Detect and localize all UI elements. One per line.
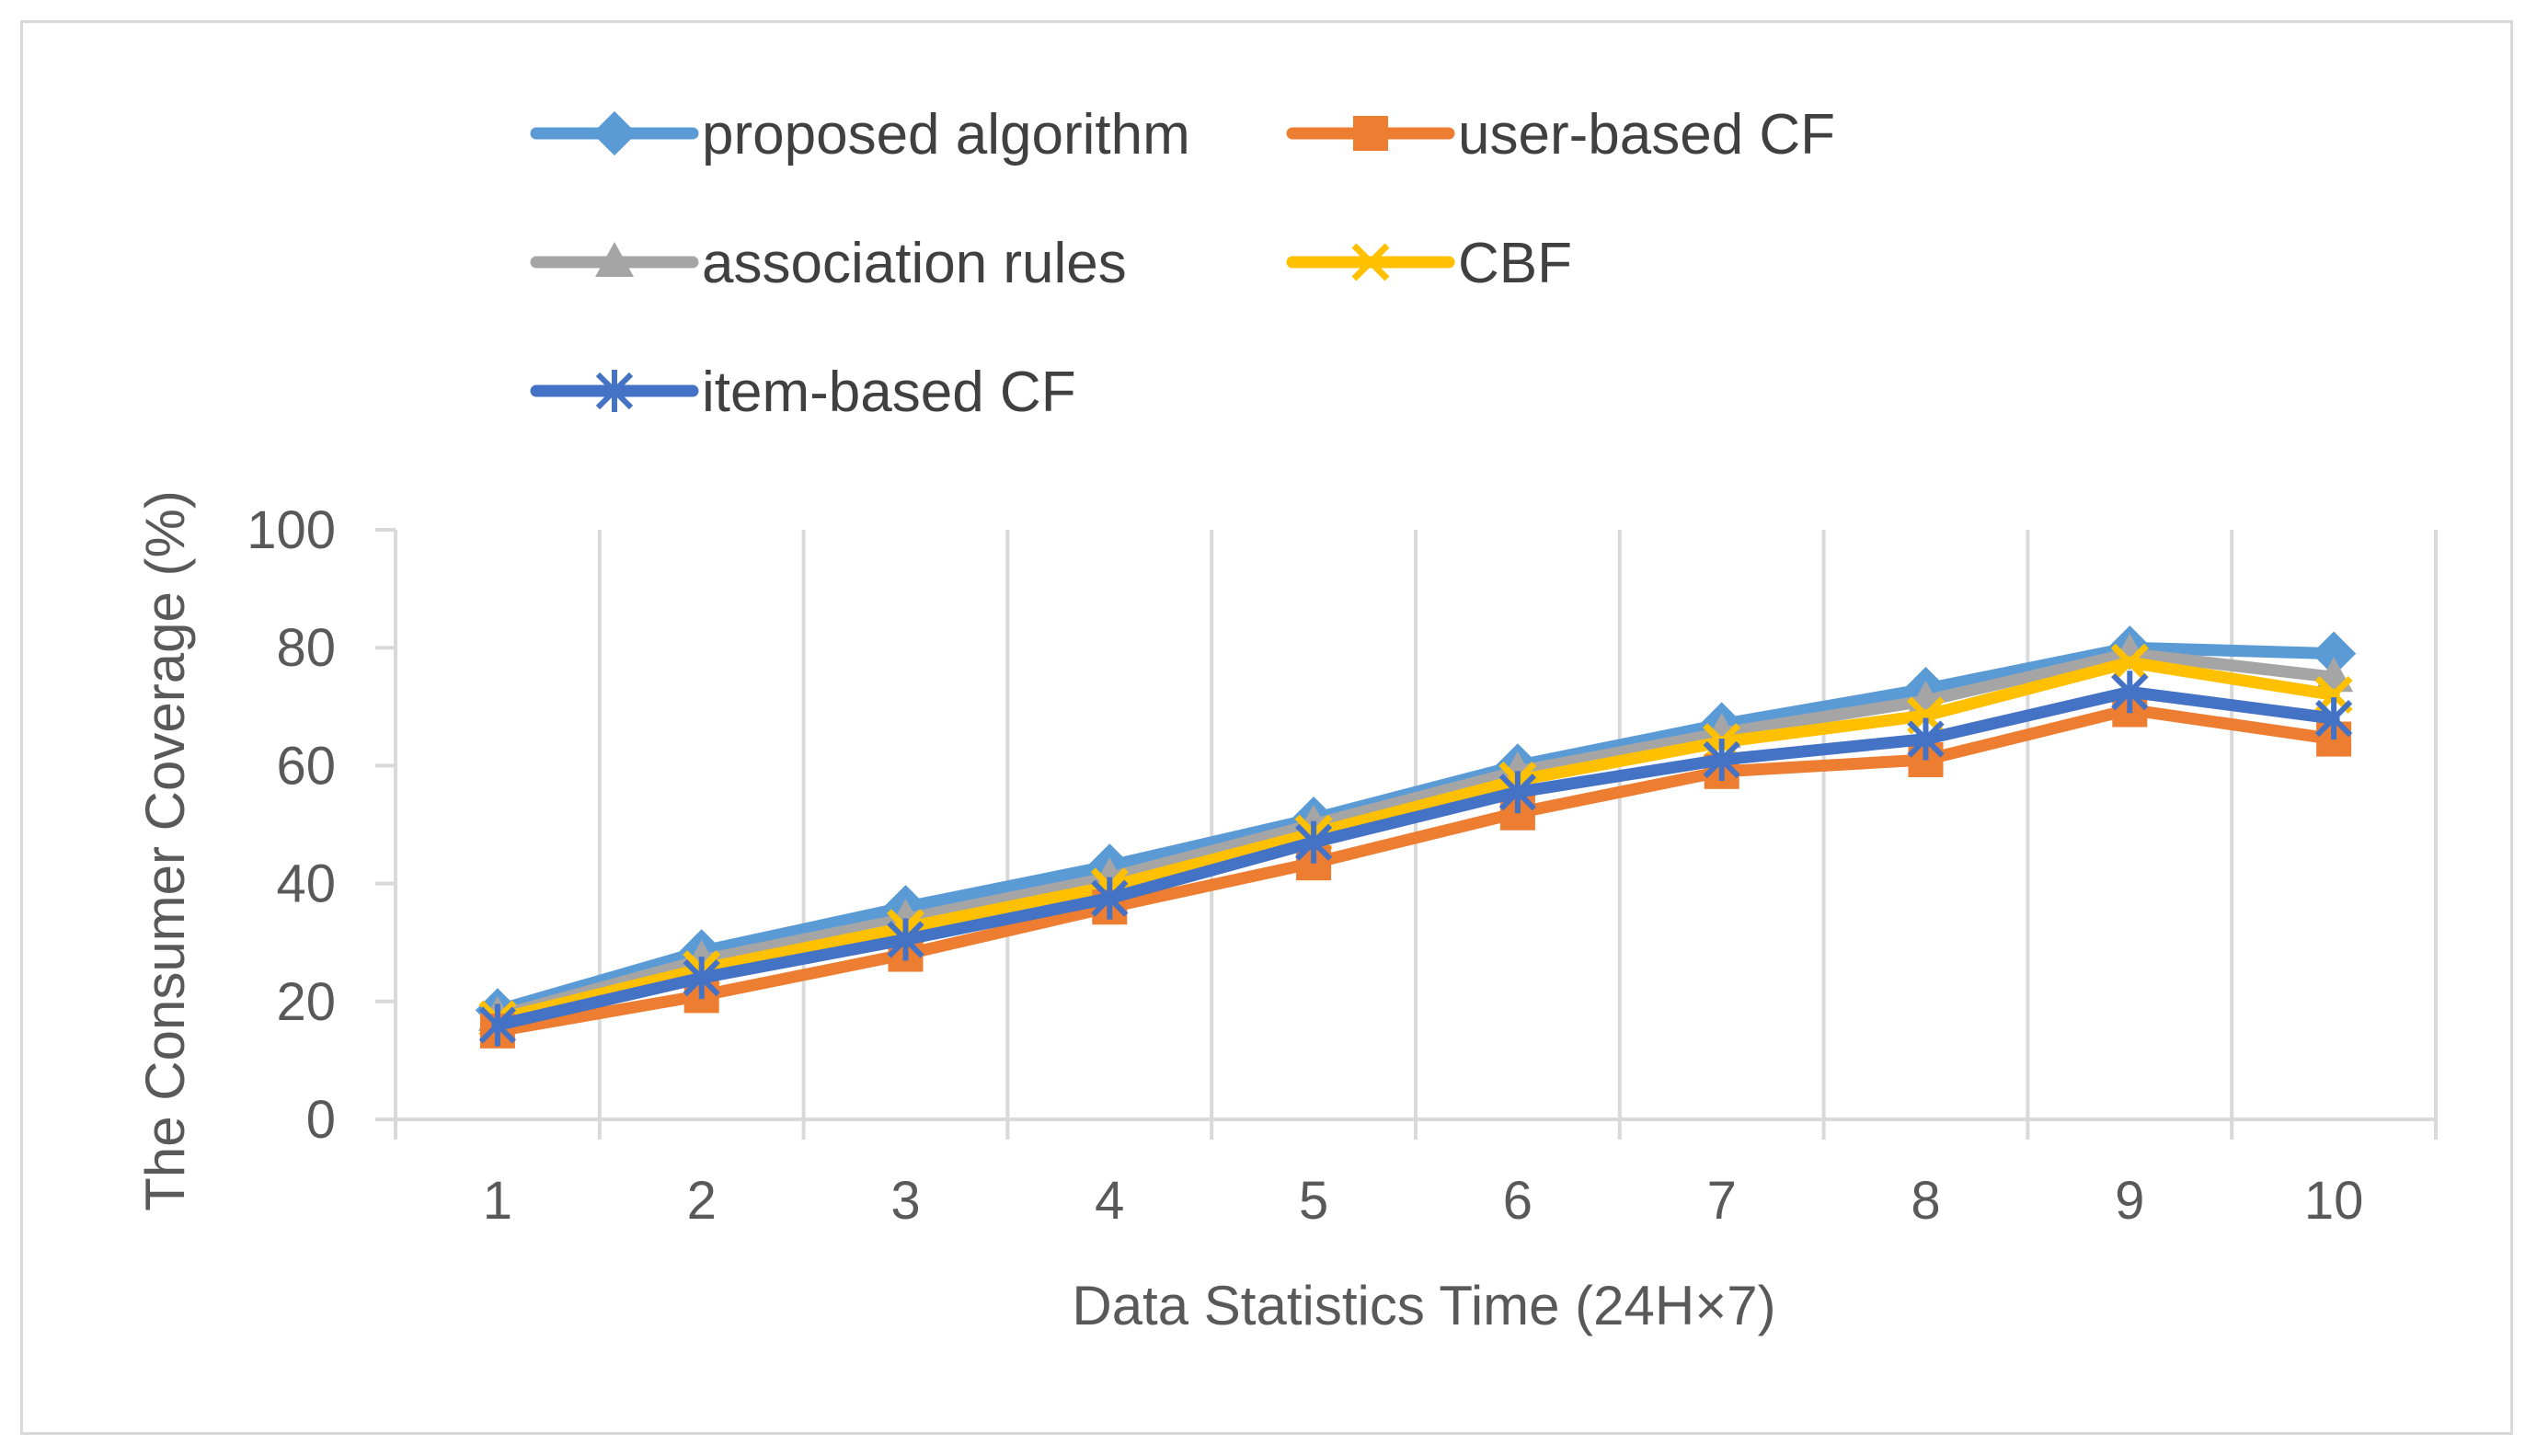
x-tick-label: 8: [1911, 1171, 1940, 1231]
grid: [394, 530, 2438, 1140]
marker-stroke: [1351, 243, 1390, 281]
data-point-item-based-cf: [1498, 771, 1537, 814]
data-point-item-based-cf: [683, 957, 720, 1000]
x-tick-label: 4: [1095, 1171, 1124, 1231]
series-line-cbf: [491, 656, 2340, 1026]
y-tick-label: 40: [276, 854, 336, 914]
legend-item-cbf: CBF: [1286, 232, 1572, 295]
x-tick-label: 9: [2115, 1171, 2144, 1231]
x-axis-title: Data Statistics Time (24H×7): [1072, 1275, 1775, 1336]
data-point-item-based-cf: [1294, 820, 1333, 864]
legend-label: association rules: [702, 232, 1127, 295]
marker-stroke: [2110, 643, 2149, 682]
legend-item-proposed-algorithm: proposed algorithm: [530, 103, 1190, 166]
legend-label: proposed algorithm: [702, 103, 1190, 166]
data-point-item-based-cf: [1703, 738, 1740, 781]
y-tick-label: 20: [276, 972, 336, 1032]
legend-marker: [1353, 116, 1388, 151]
y-tick-label: 60: [276, 736, 336, 796]
y-axis-ticks: 0 20 40 60 80 100: [247, 500, 396, 1150]
x-tick-label: 6: [1503, 1171, 1533, 1231]
data-point-item-based-cf: [1907, 717, 1945, 761]
y-tick-label: 100: [247, 500, 336, 560]
x-tick-label: 1: [483, 1171, 512, 1231]
legend-marker: [591, 110, 637, 156]
series-line-user-based-cf: [491, 704, 2340, 1038]
x-tick-label: 10: [2304, 1171, 2364, 1231]
series-item-based-cf: [478, 671, 2353, 1047]
data-point-item-based-cf: [478, 1003, 517, 1047]
x-tick-label: 2: [687, 1171, 717, 1231]
legend: proposed algorithm user-based CF associati…: [530, 103, 1835, 424]
chart-frame: [20, 20, 2513, 1435]
legend-item-user-based-cf: user-based CF: [1286, 103, 1835, 166]
x-axis-ticks: 1 2 3 4 5 6 7 8 9 10: [483, 1171, 2364, 1231]
y-axis-title: The Consumer Coverage (%): [134, 490, 196, 1211]
legend-marker: [595, 242, 634, 277]
plot-series: [475, 625, 2357, 1049]
data-point-cbf: [2110, 643, 2149, 682]
data-point-item-based-cf: [887, 918, 924, 961]
legend-label: CBF: [1458, 232, 1572, 295]
data-point-item-based-cf: [2314, 697, 2353, 740]
legend-marker: [1351, 243, 1390, 281]
x-tick-label: 5: [1299, 1171, 1328, 1231]
y-tick-label: 0: [306, 1090, 336, 1150]
x-tick-label: 7: [1707, 1171, 1737, 1231]
legend-label: item-based CF: [702, 361, 1076, 424]
legend-label: user-based CF: [1458, 103, 1835, 166]
y-tick-label: 80: [276, 618, 336, 678]
data-point-item-based-cf: [2111, 671, 2149, 714]
legend-item-item-based-cf: item-based CF: [530, 361, 1076, 424]
x-tick-label: 3: [890, 1171, 920, 1231]
data-point-item-based-cf: [1091, 877, 1129, 920]
legend-marker: [595, 370, 634, 412]
series-line-item-based-cf: [491, 685, 2340, 1031]
series-line-association-rules: [491, 648, 2340, 1023]
legend-item-association-rules: association rules: [530, 232, 1127, 295]
